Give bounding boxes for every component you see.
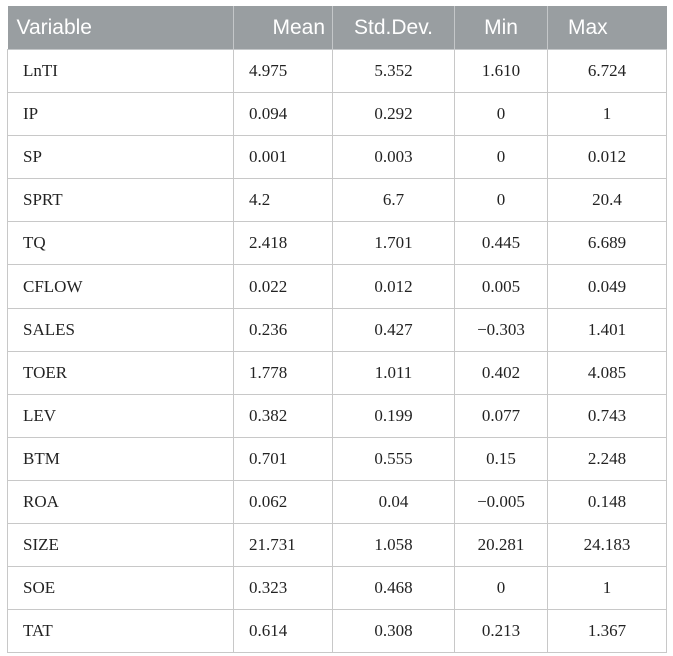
table-row: IP 0.094 0.292 0 1 bbox=[7, 92, 667, 137]
std-dev-cell: 6.7 bbox=[332, 178, 455, 223]
variable-cell: IP bbox=[7, 92, 234, 137]
std-dev-cell: 0.012 bbox=[332, 264, 455, 309]
min-cell: 0.402 bbox=[454, 351, 548, 395]
min-cell: −0.005 bbox=[454, 480, 548, 525]
max-cell: 24.183 bbox=[547, 523, 667, 568]
min-cell: 20.281 bbox=[454, 523, 548, 568]
variable-cell: TAT bbox=[7, 609, 234, 654]
table-row: SALES 0.236 0.427 −0.303 1.401 bbox=[7, 308, 667, 352]
variable-cell: CFLOW bbox=[7, 264, 234, 309]
std-dev-cell: 5.352 bbox=[332, 49, 455, 94]
std-dev-cell: 0.04 bbox=[332, 480, 455, 525]
min-cell: 0.213 bbox=[454, 609, 548, 654]
variable-cell: TQ bbox=[7, 221, 234, 266]
variable-cell: ROA bbox=[7, 480, 234, 525]
variable-cell: SP bbox=[7, 135, 234, 180]
header-row: Variable Mean Std.Dev. Min Max bbox=[7, 6, 667, 50]
table-row: CFLOW 0.022 0.012 0.005 0.049 bbox=[7, 264, 667, 309]
max-cell: 0.148 bbox=[547, 480, 667, 525]
max-cell: 1.367 bbox=[547, 609, 667, 654]
mean-cell: 0.062 bbox=[233, 480, 333, 525]
mean-cell: 0.614 bbox=[233, 609, 333, 654]
variable-cell: LEV bbox=[7, 394, 234, 438]
std-dev-cell: 1.058 bbox=[332, 523, 455, 568]
max-cell: 0.012 bbox=[547, 135, 667, 180]
table-row: TQ 2.418 1.701 0.445 6.689 bbox=[7, 221, 667, 266]
table-row: BTM 0.701 0.555 0.15 2.248 bbox=[7, 437, 667, 481]
mean-cell: 4.975 bbox=[233, 49, 333, 94]
table-row: SOE 0.323 0.468 0 1 bbox=[7, 566, 667, 611]
max-cell: 20.4 bbox=[547, 178, 667, 223]
mean-cell: 0.323 bbox=[233, 566, 333, 611]
header-max: Max bbox=[547, 6, 667, 50]
variable-cell: SIZE bbox=[7, 523, 234, 568]
mean-cell: 0.022 bbox=[233, 264, 333, 309]
mean-cell: 0.001 bbox=[233, 135, 333, 180]
max-cell: 0.743 bbox=[547, 394, 667, 438]
header-variable: Variable bbox=[7, 6, 234, 50]
mean-cell: 4.2 bbox=[233, 178, 333, 223]
table-row: ROA 0.062 0.04 −0.005 0.148 bbox=[7, 480, 667, 525]
min-cell: −0.303 bbox=[454, 308, 548, 352]
variable-cell: SALES bbox=[7, 308, 234, 352]
table-row: SPRT 4.2 6.7 0 20.4 bbox=[7, 178, 667, 223]
std-dev-cell: 1.011 bbox=[332, 351, 455, 395]
max-cell: 2.248 bbox=[547, 437, 667, 481]
table-row: SP 0.001 0.003 0 0.012 bbox=[7, 135, 667, 180]
std-dev-cell: 0.555 bbox=[332, 437, 455, 481]
max-cell: 6.689 bbox=[547, 221, 667, 266]
table-header: Variable Mean Std.Dev. Min Max bbox=[7, 6, 667, 50]
mean-cell: 1.778 bbox=[233, 351, 333, 395]
table-row: SIZE 21.731 1.058 20.281 24.183 bbox=[7, 523, 667, 568]
variable-cell: SOE bbox=[7, 566, 234, 611]
mean-cell: 21.731 bbox=[233, 523, 333, 568]
table-row: LnTI 4.975 5.352 1.610 6.724 bbox=[7, 49, 667, 94]
std-dev-cell: 0.003 bbox=[332, 135, 455, 180]
min-cell: 0.077 bbox=[454, 394, 548, 438]
max-cell: 1.401 bbox=[547, 308, 667, 352]
max-cell: 0.049 bbox=[547, 264, 667, 309]
max-cell: 4.085 bbox=[547, 351, 667, 395]
summary-statistics-table-container: Variable Mean Std.Dev. Min Max LnTI 4.975… bbox=[7, 6, 667, 654]
min-cell: 0.445 bbox=[454, 221, 548, 266]
min-cell: 0.15 bbox=[454, 437, 548, 481]
min-cell: 1.610 bbox=[454, 49, 548, 94]
variable-cell: LnTI bbox=[7, 49, 234, 94]
summary-statistics-table: Variable Mean Std.Dev. Min Max LnTI 4.975… bbox=[7, 6, 667, 654]
table-row: TOER 1.778 1.011 0.402 4.085 bbox=[7, 351, 667, 395]
table-row: TAT 0.614 0.308 0.213 1.367 bbox=[7, 609, 667, 654]
variable-cell: TOER bbox=[7, 351, 234, 395]
min-cell: 0 bbox=[454, 566, 548, 611]
min-cell: 0 bbox=[454, 92, 548, 137]
mean-cell: 0.701 bbox=[233, 437, 333, 481]
std-dev-cell: 0.199 bbox=[332, 394, 455, 438]
variable-cell: SPRT bbox=[7, 178, 234, 223]
variable-cell: BTM bbox=[7, 437, 234, 481]
header-min: Min bbox=[454, 6, 548, 50]
max-cell: 1 bbox=[547, 92, 667, 137]
mean-cell: 0.382 bbox=[233, 394, 333, 438]
std-dev-cell: 0.292 bbox=[332, 92, 455, 137]
mean-cell: 2.418 bbox=[233, 221, 333, 266]
header-std-dev: Std.Dev. bbox=[332, 6, 455, 50]
min-cell: 0 bbox=[454, 135, 548, 180]
header-mean: Mean bbox=[233, 6, 333, 50]
mean-cell: 0.236 bbox=[233, 308, 333, 352]
std-dev-cell: 0.427 bbox=[332, 308, 455, 352]
table-body: LnTI 4.975 5.352 1.610 6.724 IP 0.094 0.292 0 1 SP… bbox=[7, 49, 667, 654]
min-cell: 0 bbox=[454, 178, 548, 223]
max-cell: 6.724 bbox=[547, 49, 667, 94]
min-cell: 0.005 bbox=[454, 264, 548, 309]
table-row: LEV 0.382 0.199 0.077 0.743 bbox=[7, 394, 667, 438]
mean-cell: 0.094 bbox=[233, 92, 333, 137]
std-dev-cell: 1.701 bbox=[332, 221, 455, 266]
std-dev-cell: 0.468 bbox=[332, 566, 455, 611]
std-dev-cell: 0.308 bbox=[332, 609, 455, 654]
max-cell: 1 bbox=[547, 566, 667, 611]
